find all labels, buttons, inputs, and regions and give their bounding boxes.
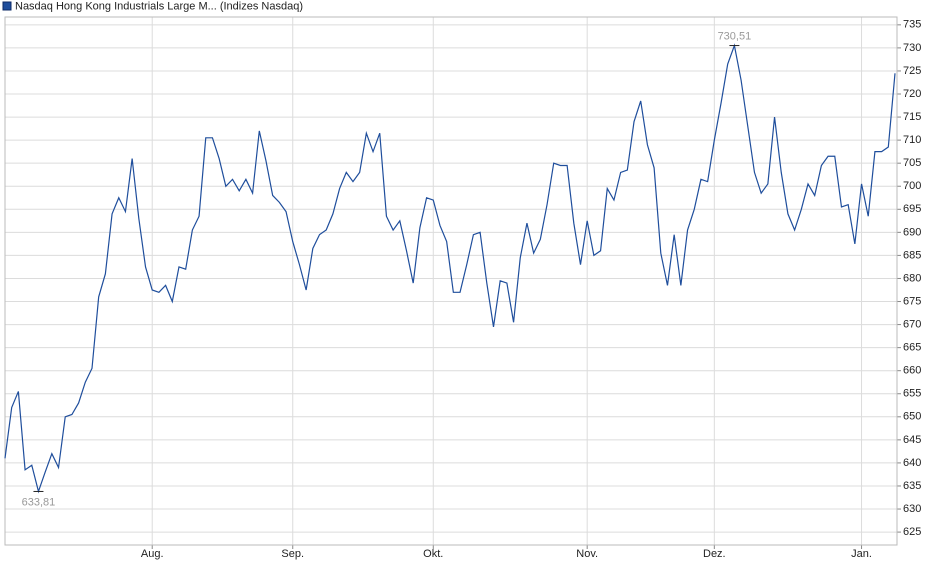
line-series: [4, 43, 896, 494]
y-tick-label: 635: [903, 480, 921, 492]
y-tick-label: 710: [903, 134, 921, 146]
y-tick-label: 665: [903, 342, 921, 354]
y-tick-label: 660: [903, 365, 921, 377]
y-tick-label: 730: [903, 42, 921, 54]
plot-frame: [4, 16, 898, 546]
y-tick-label: 625: [903, 526, 921, 538]
y-tick-label: 705: [903, 157, 921, 169]
y-tick-label: 685: [903, 249, 921, 261]
y-tick-label: 630: [903, 503, 921, 515]
y-tick-label: 670: [903, 318, 921, 330]
y-tick-label: 715: [903, 111, 921, 123]
y-tick-label: 650: [903, 411, 921, 423]
y-tick-label: 655: [903, 388, 921, 400]
y-tick-label: 690: [903, 226, 921, 238]
y-tick-label: 645: [903, 434, 921, 446]
value-label: 633,81: [22, 496, 56, 508]
value-label: 730,51: [718, 30, 752, 42]
y-tick-label: 680: [903, 272, 921, 284]
y-tick-label: 640: [903, 457, 921, 469]
x-tick-label: Dez.: [703, 548, 726, 560]
legend-swatch: [2, 1, 12, 11]
x-tick-label: Aug.: [141, 548, 164, 560]
y-tick-label: 720: [903, 88, 921, 100]
x-tick-label: Sep.: [281, 548, 304, 560]
y-tick-label: 675: [903, 295, 921, 307]
y-tick-label: 735: [903, 19, 921, 31]
x-tick-label: Jan.: [851, 548, 872, 560]
x-tick-label: Okt.: [423, 548, 443, 560]
legend-label: Nasdaq Hong Kong Industrials Large M... …: [15, 0, 303, 12]
x-tick-label: Nov.: [576, 548, 598, 560]
y-tick-label: 725: [903, 65, 921, 77]
y-tick-label: 695: [903, 203, 921, 215]
y-tick-label: 700: [903, 180, 921, 192]
